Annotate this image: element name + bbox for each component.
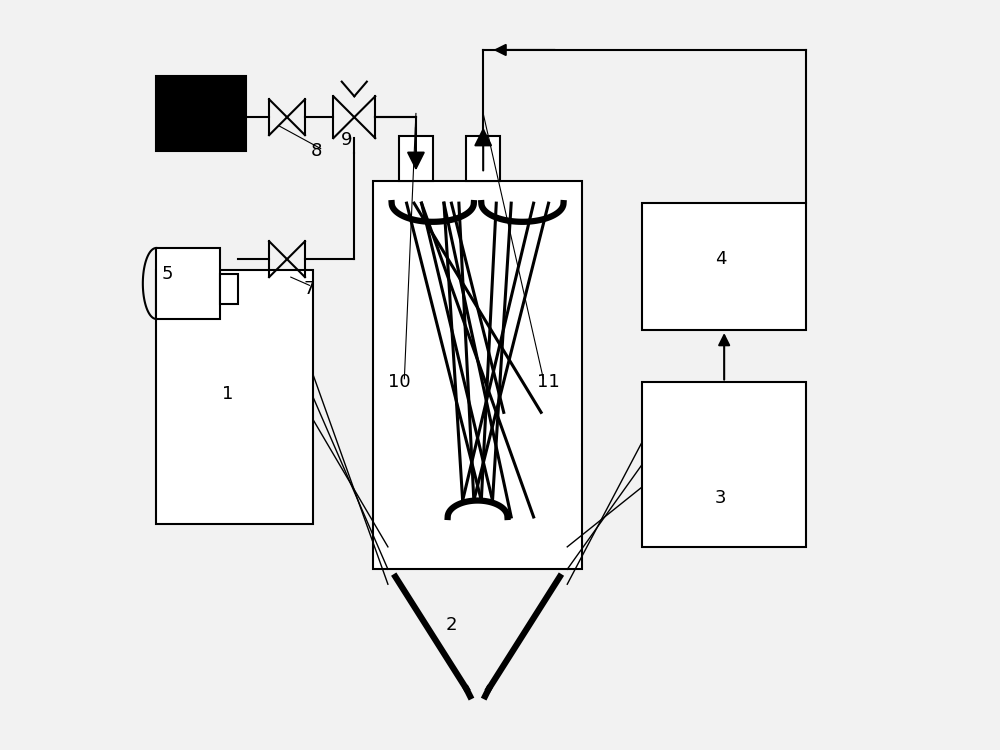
Bar [156, 76, 246, 151]
Bar [220, 274, 238, 304]
Text: 5: 5 [162, 266, 173, 284]
Text: 3: 3 [715, 489, 726, 507]
Text: 4: 4 [715, 251, 726, 268]
Text: 11: 11 [537, 374, 560, 392]
Text: 7: 7 [304, 280, 315, 298]
Text: 1: 1 [222, 385, 233, 403]
Bar [642, 203, 806, 330]
Bar [156, 248, 220, 319]
Bar [399, 136, 433, 181]
Text: 8: 8 [311, 142, 323, 160]
Text: 2: 2 [446, 616, 457, 634]
Bar [642, 382, 806, 547]
Text: 6: 6 [222, 86, 233, 104]
Bar [156, 271, 313, 524]
Text: 9: 9 [341, 130, 353, 148]
Bar [466, 136, 500, 181]
Text: 10: 10 [388, 374, 410, 392]
Bar [373, 181, 582, 569]
